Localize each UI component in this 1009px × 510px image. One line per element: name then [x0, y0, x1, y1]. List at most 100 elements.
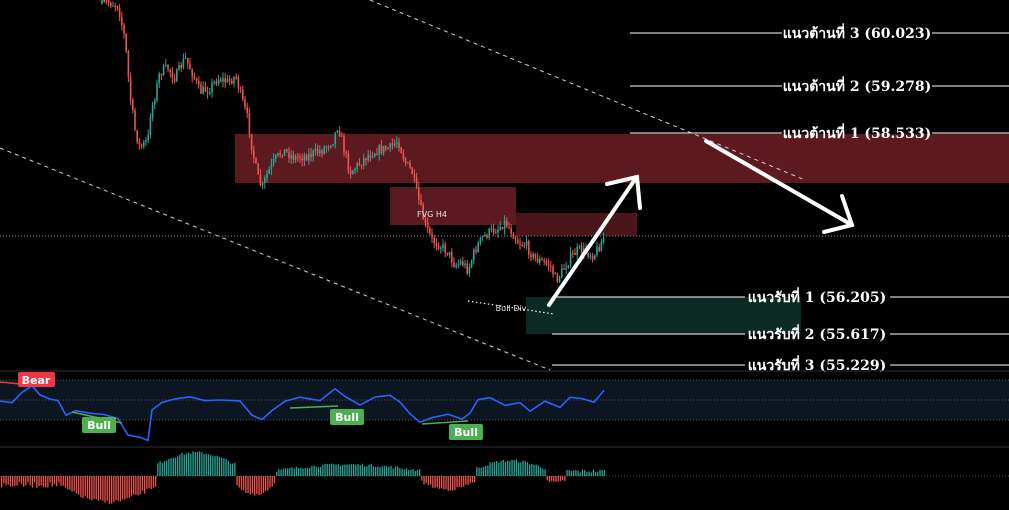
histogram-bar: [430, 476, 432, 485]
histogram-bar: [172, 457, 174, 476]
histogram-bar: [1, 476, 3, 488]
histogram-bar: [251, 476, 254, 494]
histogram-bar: [531, 463, 533, 476]
histogram-bar: [397, 466, 399, 476]
candle-body: [347, 153, 350, 171]
histogram-bar: [537, 465, 540, 476]
histogram-bar: [69, 476, 71, 491]
histogram-bar: [75, 476, 78, 494]
histogram-bar: [119, 476, 122, 502]
candle-body: [479, 237, 482, 243]
histogram-bar: [555, 476, 557, 482]
histogram-bar: [42, 476, 45, 488]
candle-body: [596, 246, 598, 256]
histogram-bar: [529, 464, 531, 476]
histogram-bar: [566, 469, 568, 476]
histogram-bar: [476, 467, 478, 476]
histogram-bar: [465, 476, 467, 485]
histogram-bar: [53, 476, 56, 485]
candle-body: [239, 88, 242, 90]
histogram-bar: [458, 476, 460, 488]
candle-body: [169, 69, 171, 73]
candle-body: [206, 91, 209, 93]
histogram-bar: [410, 469, 412, 476]
histogram-bar: [240, 476, 243, 490]
candle-body: [567, 265, 570, 268]
bear-badge-label: Bear: [22, 374, 51, 387]
candle-body: [149, 117, 152, 135]
histogram-bar: [419, 469, 421, 476]
candle-body: [468, 267, 471, 274]
candle-body: [178, 65, 180, 70]
candle-body: [105, 0, 108, 2]
histogram-bar: [590, 472, 592, 476]
histogram-bar: [405, 468, 408, 476]
candle-body: [233, 76, 235, 84]
candle-body: [330, 145, 332, 148]
candle-body: [429, 228, 431, 234]
candle-body: [578, 246, 581, 248]
histogram-bar: [113, 476, 115, 502]
candle-body: [167, 64, 169, 70]
candle-body: [448, 251, 451, 255]
histogram-bar: [436, 476, 438, 488]
support-level-1-label: แนวรับที่ 1 (56.205): [748, 287, 886, 306]
candle-body: [266, 173, 268, 178]
histogram-bar: [229, 463, 232, 476]
histogram-bar: [353, 464, 355, 476]
candle-body: [446, 252, 449, 255]
candle-body: [112, 5, 114, 7]
histogram-bar: [126, 476, 128, 499]
candle-body: [602, 237, 605, 242]
histogram-bar: [100, 476, 102, 500]
candle-body: [437, 245, 440, 249]
candle-body: [470, 260, 473, 268]
price-divergence-line: [467, 300, 555, 315]
histogram-bar: [201, 452, 203, 476]
candle-body: [193, 76, 196, 79]
candle-body: [147, 134, 149, 141]
candle-body: [462, 261, 464, 266]
channel-lower-line: [0, 147, 551, 371]
candle-body: [103, 0, 105, 3]
candle-body: [451, 251, 453, 263]
candle-body: [332, 144, 334, 146]
histogram-bar: [298, 468, 300, 476]
histogram-bar: [575, 470, 577, 476]
rsi-bull-divergence-2: [289, 405, 339, 409]
histogram-bar: [399, 468, 401, 476]
histogram-bar: [300, 467, 302, 476]
histogram-bar: [581, 469, 584, 476]
candle-body: [250, 133, 253, 150]
histogram-bar: [601, 470, 603, 476]
candle-body: [525, 241, 528, 246]
histogram-bar: [249, 476, 251, 495]
histogram-bar: [185, 453, 188, 476]
histogram-bar: [573, 470, 575, 476]
histogram-bar: [584, 470, 586, 476]
histogram-bar: [315, 466, 317, 476]
candle-body: [356, 163, 358, 169]
candle-body: [552, 266, 554, 274]
histogram-bar: [361, 463, 364, 476]
candle-body: [363, 158, 365, 166]
histogram-bar: [9, 476, 12, 487]
histogram-bar: [34, 476, 36, 483]
candle-body: [387, 148, 389, 150]
histogram-bar: [370, 463, 372, 476]
candle-body: [171, 72, 174, 79]
candle-body: [160, 73, 163, 76]
histogram-bar: [73, 476, 75, 492]
candle-body: [497, 229, 499, 233]
histogram-bar: [344, 464, 346, 476]
histogram-bar: [311, 466, 313, 476]
histogram-bar: [64, 476, 67, 488]
candle-body: [217, 79, 220, 84]
candle-body: [407, 162, 409, 164]
histogram-bar: [386, 466, 388, 476]
candle-body: [404, 159, 407, 164]
histogram-bar: [60, 476, 62, 486]
histogram-bar: [216, 455, 218, 476]
candle-body: [422, 204, 424, 220]
